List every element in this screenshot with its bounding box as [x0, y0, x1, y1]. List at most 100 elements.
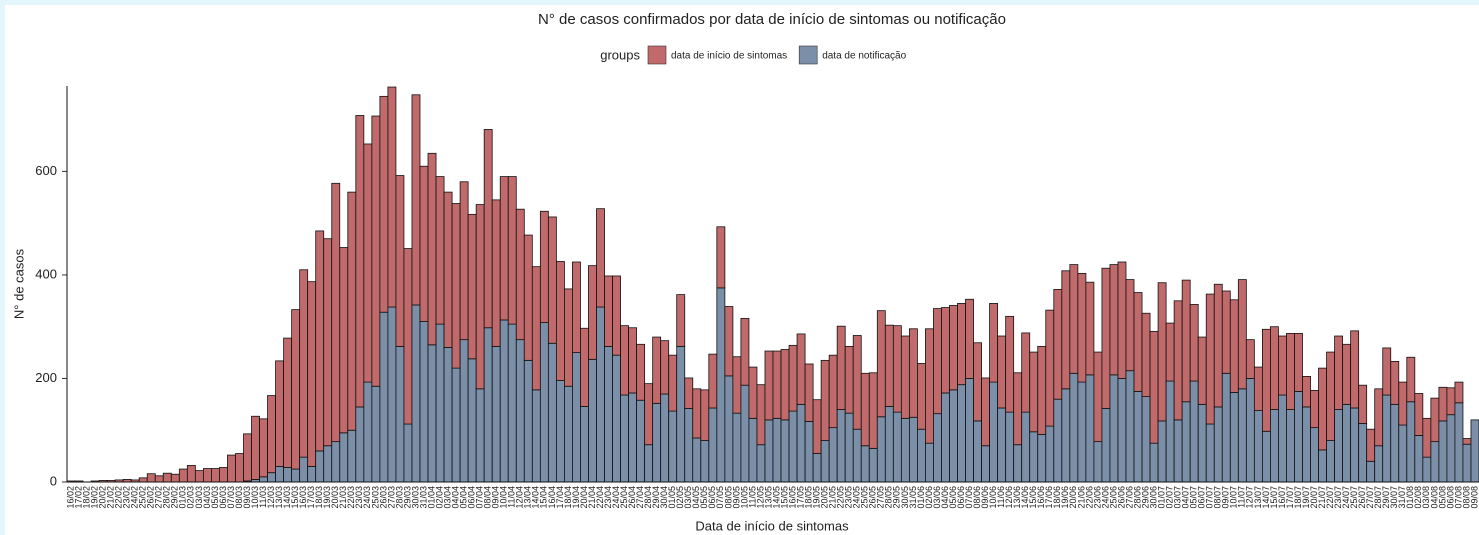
bar-segment: [588, 265, 597, 360]
bar-segment: [411, 94, 421, 306]
bar-segment: [1390, 403, 1400, 483]
bar-segment: [1278, 394, 1287, 483]
x-tick-label: 31/07: [1397, 486, 1407, 509]
x-tick-label: 29/03: [402, 486, 412, 509]
x-tick-label: 10/07: [1229, 486, 1239, 509]
x-tick-label: 07/05: [715, 486, 725, 509]
bar-segment: [1117, 261, 1127, 379]
x-tick-label: 10/05: [739, 486, 749, 509]
bar-segment: [900, 335, 910, 419]
bar-segment: [419, 321, 429, 483]
x-tick-label: 22/03: [346, 486, 356, 509]
x-tick-label: 12/04: [515, 486, 525, 509]
bar-segment: [748, 417, 758, 483]
bar-segment: [283, 337, 293, 468]
bar-segment: [395, 345, 405, 483]
bar-segment: [1221, 290, 1231, 374]
bar-segment: [981, 377, 991, 447]
bar-segment: [259, 476, 268, 483]
bar-segment: [1302, 375, 1311, 408]
bar-segment: [1253, 366, 1263, 411]
x-tick-label: 11/04: [507, 486, 517, 508]
x-tick-label: 07/03: [226, 486, 236, 509]
x-tick-label: 12/07: [1245, 486, 1255, 509]
legend-swatch: [798, 45, 818, 65]
bar-segment: [1157, 420, 1167, 483]
bar-segment: [676, 345, 686, 483]
bar-segment: [1261, 430, 1271, 483]
x-tick-label: 14/04: [531, 486, 541, 509]
x-tick-label: 28/05: [884, 486, 894, 509]
bar-segment: [1414, 435, 1424, 483]
bar-segment: [475, 204, 485, 390]
x-tick-label: 16/06: [1036, 486, 1046, 509]
x-tick-label: 02/06: [924, 486, 934, 509]
x-tick-label: 05/08: [1437, 486, 1447, 509]
bar-segment: [1414, 393, 1424, 436]
x-tick-label: 13/04: [523, 486, 533, 509]
x-tick-label: 14/07: [1261, 486, 1271, 509]
x-tick-label: 02/03: [186, 486, 196, 509]
x-tick-label: 09/07: [1221, 486, 1231, 509]
x-tick-label: 25/05: [860, 486, 870, 509]
bar-segment: [836, 409, 846, 483]
x-tick-label: 10/04: [499, 486, 509, 509]
bar-segment: [435, 176, 445, 325]
bar-segment: [876, 310, 886, 418]
x-tick-label: 25/03: [370, 486, 380, 509]
x-tick-label: 02/05: [675, 486, 685, 509]
bar-segment: [676, 294, 686, 347]
bar-segment: [1454, 402, 1464, 483]
bar-segment: [1181, 279, 1191, 403]
x-tick-label: 29/04: [651, 486, 661, 509]
bar-segment: [892, 411, 902, 483]
x-tick-label: 27/03: [386, 486, 396, 509]
bar-segment: [1406, 356, 1416, 403]
bar-segment: [515, 208, 525, 341]
bar-segment: [1213, 283, 1223, 408]
x-tick-label: 11/06: [996, 486, 1006, 508]
bar-segment: [724, 375, 734, 483]
x-tick-label: 29/06: [1140, 486, 1150, 509]
bar-segment: [1334, 335, 1344, 410]
x-tick-label: 19/03: [322, 486, 332, 509]
x-tick-label: 20/06: [1068, 486, 1078, 509]
x-tick-label: 27/07: [1365, 486, 1375, 509]
bar-segment: [1133, 292, 1143, 392]
bar-segment: [1029, 351, 1039, 433]
legend-title: groups: [600, 47, 640, 62]
x-tick-label: 17/07: [1285, 486, 1295, 509]
bar-segment: [764, 419, 774, 483]
x-tick-label: 02/08: [1413, 486, 1423, 509]
x-tick-label: 16/03: [298, 486, 308, 509]
x-tick-label: 11/07: [1237, 486, 1247, 508]
bar-segment: [371, 115, 381, 387]
bar-segment: [780, 349, 790, 421]
bar-segment: [499, 176, 509, 321]
bar-segment: [1470, 419, 1479, 483]
bar-segment: [748, 366, 758, 419]
bar-segment: [1261, 328, 1271, 432]
bar-segment: [219, 467, 228, 483]
bar-segment: [1342, 343, 1352, 405]
bar-segment: [1237, 279, 1247, 390]
x-tick-label: 08/06: [972, 486, 982, 509]
x-tick-label: 23/06: [1092, 486, 1102, 509]
x-tick-label: 24/02: [130, 486, 140, 509]
x-tick-label: 20/07: [1309, 486, 1319, 509]
x-tick-label: 06/05: [707, 486, 717, 509]
bar-segment: [884, 406, 894, 483]
x-tick-label: 13/05: [763, 486, 773, 509]
bar-segment: [1133, 391, 1143, 483]
bar-segment: [491, 199, 501, 347]
x-tick-label: 21/03: [338, 486, 348, 509]
bar-segment: [756, 384, 766, 446]
bar-segment: [531, 266, 541, 391]
bar-segment: [1205, 293, 1215, 425]
x-tick-label: 23/04: [603, 486, 613, 509]
bar-segment: [331, 182, 341, 443]
x-tick-label: 03/05: [683, 486, 693, 509]
bar-segment: [1245, 378, 1255, 483]
x-tick-label: 05/03: [210, 486, 220, 509]
bar-segment: [170, 473, 180, 483]
